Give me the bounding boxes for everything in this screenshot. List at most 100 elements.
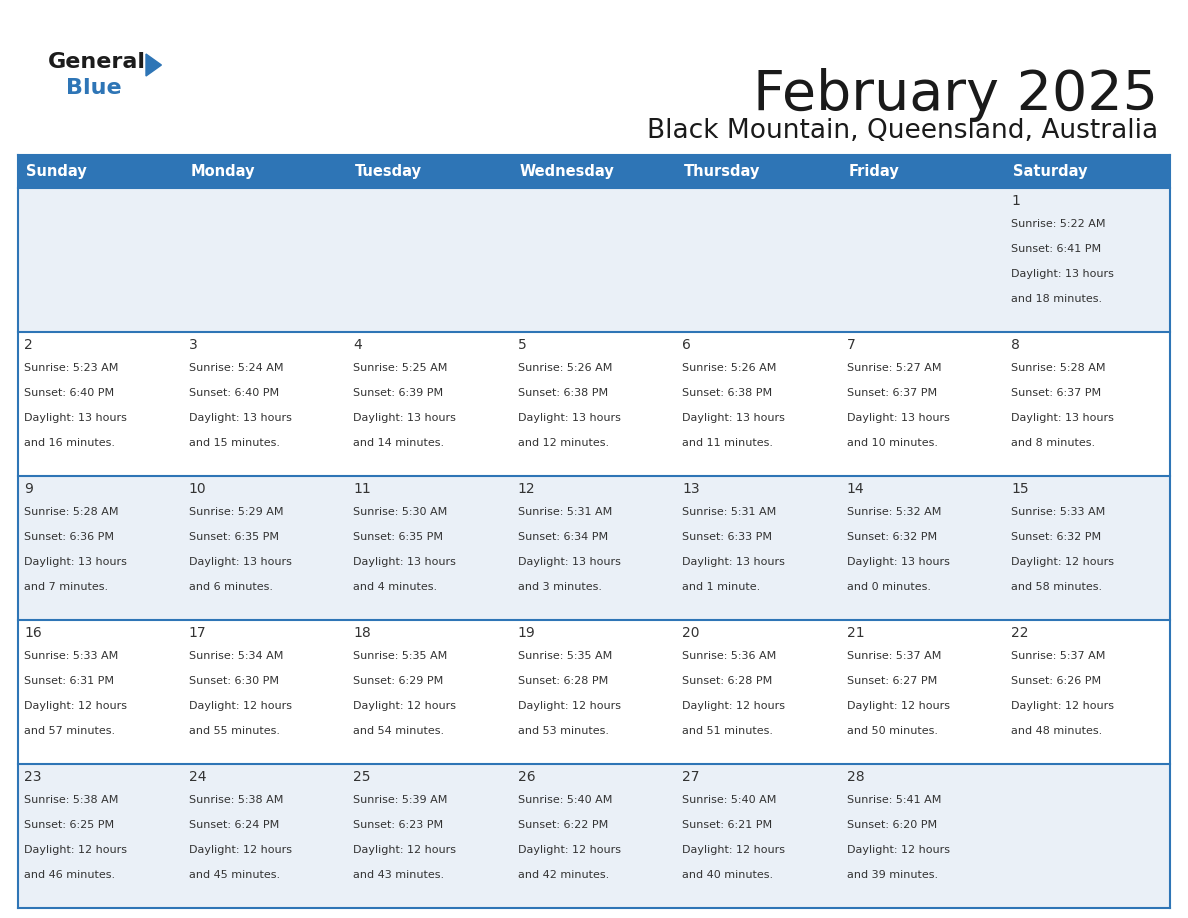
Bar [347,620,512,764]
Bar [347,332,512,476]
Text: Sunset: 6:32 PM: Sunset: 6:32 PM [847,532,937,542]
Text: 1: 1 [1011,194,1020,208]
Text: Sunrise: 5:37 AM: Sunrise: 5:37 AM [1011,651,1106,661]
Text: and 18 minutes.: and 18 minutes. [1011,294,1102,304]
Text: Sunset: 6:28 PM: Sunset: 6:28 PM [682,676,772,686]
Text: Sunrise: 5:31 AM: Sunrise: 5:31 AM [518,507,612,517]
Text: Sunrise: 5:38 AM: Sunrise: 5:38 AM [24,795,119,805]
Bar [512,332,676,476]
Text: 12: 12 [518,482,536,496]
Text: Sunrise: 5:24 AM: Sunrise: 5:24 AM [189,363,283,373]
Text: and 42 minutes.: and 42 minutes. [518,869,609,879]
Text: 19: 19 [518,626,536,640]
Bar [1005,188,1170,332]
Text: and 51 minutes.: and 51 minutes. [682,726,773,736]
Text: 4: 4 [353,338,362,352]
Text: 26: 26 [518,770,536,784]
Text: Sunrise: 5:23 AM: Sunrise: 5:23 AM [24,363,119,373]
Text: Sunrise: 5:40 AM: Sunrise: 5:40 AM [682,795,777,805]
Text: 16: 16 [24,626,42,640]
Text: 24: 24 [189,770,206,784]
Text: Sunset: 6:37 PM: Sunset: 6:37 PM [1011,388,1101,397]
Bar [18,188,183,332]
Text: Sunset: 6:27 PM: Sunset: 6:27 PM [847,676,937,686]
Bar [676,332,841,476]
Bar [1005,332,1170,476]
Bar [183,620,347,764]
Text: Daylight: 12 hours: Daylight: 12 hours [682,700,785,711]
Text: Thursday: Thursday [684,164,760,179]
Text: Daylight: 13 hours: Daylight: 13 hours [1011,413,1114,423]
Text: and 55 minutes.: and 55 minutes. [189,726,279,736]
Text: 3: 3 [189,338,197,352]
Text: Sunrise: 5:30 AM: Sunrise: 5:30 AM [353,507,448,517]
Bar [347,155,512,188]
Text: Sunset: 6:41 PM: Sunset: 6:41 PM [1011,244,1101,254]
Text: and 50 minutes.: and 50 minutes. [847,726,937,736]
Text: Daylight: 12 hours: Daylight: 12 hours [847,700,950,711]
Bar [676,155,841,188]
Text: 18: 18 [353,626,371,640]
Text: February 2025: February 2025 [753,68,1158,122]
Text: Sunrise: 5:35 AM: Sunrise: 5:35 AM [353,651,448,661]
Text: Daylight: 12 hours: Daylight: 12 hours [24,700,127,711]
Text: and 14 minutes.: and 14 minutes. [353,438,444,448]
Bar [841,155,1005,188]
Text: Friday: Friday [849,164,899,179]
Text: Daylight: 12 hours: Daylight: 12 hours [189,700,291,711]
Text: 17: 17 [189,626,207,640]
Text: 5: 5 [518,338,526,352]
Text: Daylight: 12 hours: Daylight: 12 hours [189,845,291,855]
Text: Daylight: 13 hours: Daylight: 13 hours [1011,269,1114,279]
Polygon shape [146,54,162,76]
Text: and 48 minutes.: and 48 minutes. [1011,726,1102,736]
Text: and 43 minutes.: and 43 minutes. [353,869,444,879]
Text: Sunrise: 5:29 AM: Sunrise: 5:29 AM [189,507,283,517]
Text: Sunrise: 5:34 AM: Sunrise: 5:34 AM [189,651,283,661]
Bar [841,476,1005,620]
Text: Sunrise: 5:27 AM: Sunrise: 5:27 AM [847,363,941,373]
Text: 22: 22 [1011,626,1029,640]
Text: and 15 minutes.: and 15 minutes. [189,438,279,448]
Text: Daylight: 12 hours: Daylight: 12 hours [1011,700,1114,711]
Text: Daylight: 13 hours: Daylight: 13 hours [189,413,291,423]
Bar [841,620,1005,764]
Text: Sunset: 6:39 PM: Sunset: 6:39 PM [353,388,443,397]
Text: Daylight: 12 hours: Daylight: 12 hours [518,845,620,855]
Text: Sunset: 6:40 PM: Sunset: 6:40 PM [24,388,114,397]
Text: Sunset: 6:23 PM: Sunset: 6:23 PM [353,820,443,830]
Text: and 10 minutes.: and 10 minutes. [847,438,937,448]
Text: 8: 8 [1011,338,1020,352]
Text: Sunset: 6:34 PM: Sunset: 6:34 PM [518,532,608,542]
Bar [676,620,841,764]
Bar [676,764,841,908]
Text: Sunrise: 5:25 AM: Sunrise: 5:25 AM [353,363,448,373]
Text: Sunset: 6:38 PM: Sunset: 6:38 PM [518,388,608,397]
Text: Sunrise: 5:22 AM: Sunrise: 5:22 AM [1011,219,1106,229]
Text: and 53 minutes.: and 53 minutes. [518,726,608,736]
Text: Sunrise: 5:35 AM: Sunrise: 5:35 AM [518,651,612,661]
Bar [512,620,676,764]
Text: Daylight: 13 hours: Daylight: 13 hours [24,413,127,423]
Text: and 39 minutes.: and 39 minutes. [847,869,939,879]
Text: Daylight: 13 hours: Daylight: 13 hours [189,557,291,566]
Text: Sunrise: 5:28 AM: Sunrise: 5:28 AM [24,507,119,517]
Text: and 1 minute.: and 1 minute. [682,582,760,592]
Text: Sunrise: 5:32 AM: Sunrise: 5:32 AM [847,507,941,517]
Bar [841,332,1005,476]
Text: 7: 7 [847,338,855,352]
Text: Daylight: 12 hours: Daylight: 12 hours [353,700,456,711]
Text: and 58 minutes.: and 58 minutes. [1011,582,1102,592]
Bar [512,155,676,188]
Text: Sunset: 6:20 PM: Sunset: 6:20 PM [847,820,937,830]
Text: and 7 minutes.: and 7 minutes. [24,582,108,592]
Text: Sunrise: 5:38 AM: Sunrise: 5:38 AM [189,795,283,805]
Text: Daylight: 13 hours: Daylight: 13 hours [682,557,785,566]
Text: and 40 minutes.: and 40 minutes. [682,869,773,879]
Bar [676,476,841,620]
Text: Daylight: 12 hours: Daylight: 12 hours [847,845,950,855]
Text: Sunset: 6:25 PM: Sunset: 6:25 PM [24,820,114,830]
Text: Daylight: 12 hours: Daylight: 12 hours [682,845,785,855]
Text: Daylight: 13 hours: Daylight: 13 hours [682,413,785,423]
Bar [347,476,512,620]
